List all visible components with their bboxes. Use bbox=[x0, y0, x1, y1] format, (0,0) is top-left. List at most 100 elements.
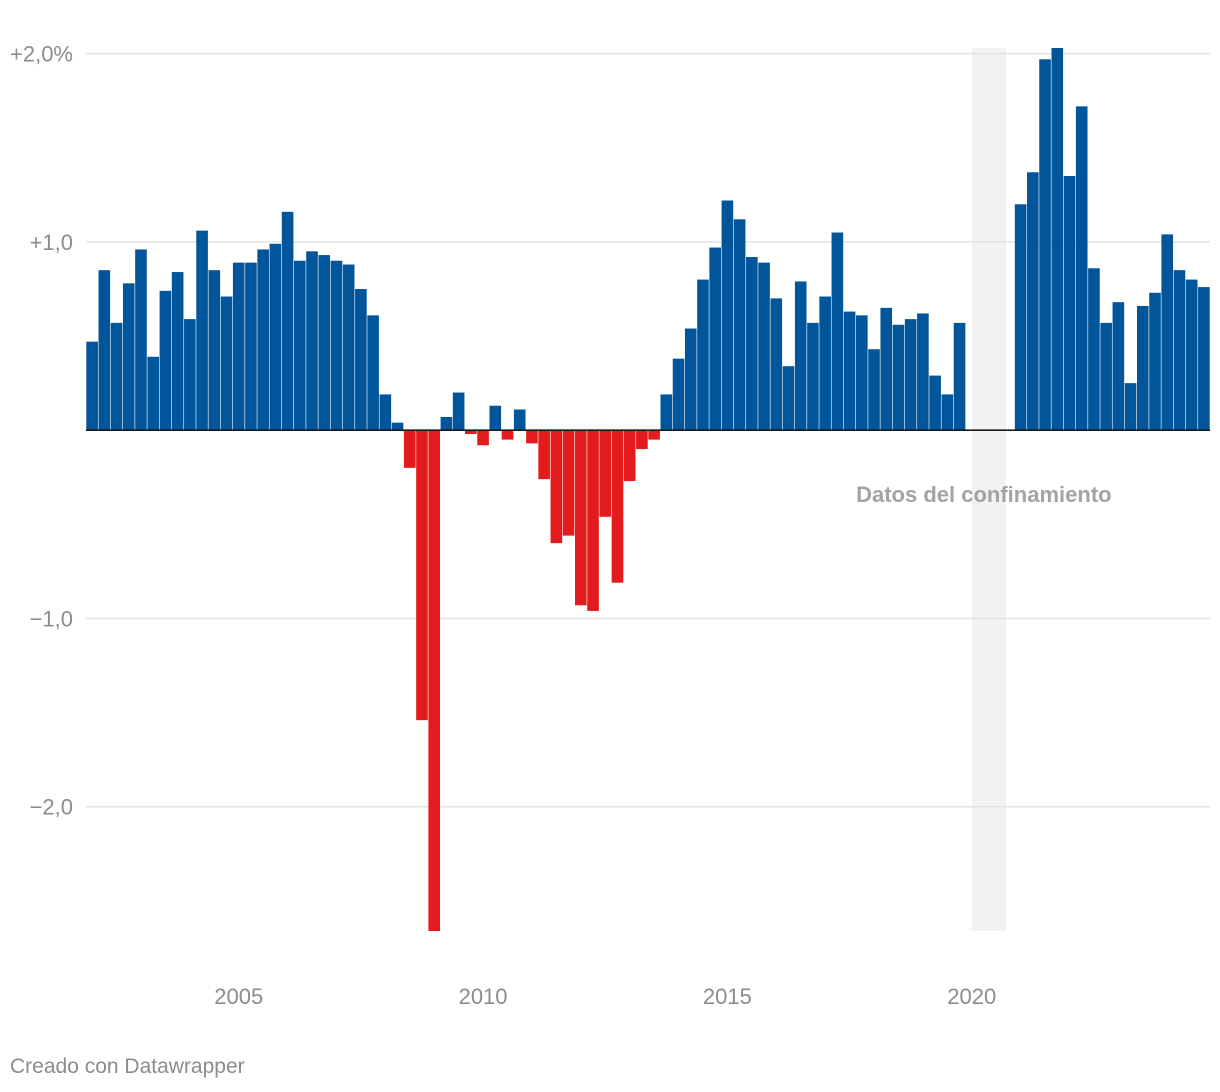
bar bbox=[697, 279, 709, 431]
bar bbox=[416, 430, 428, 721]
bar bbox=[355, 288, 367, 431]
bar bbox=[257, 249, 269, 431]
bar bbox=[86, 341, 98, 431]
x-tick-label: 2005 bbox=[214, 984, 263, 1009]
bar bbox=[1198, 287, 1210, 431]
bar bbox=[122, 283, 135, 431]
bar bbox=[648, 430, 660, 440]
bar bbox=[306, 251, 318, 431]
bar bbox=[135, 249, 147, 431]
bar bbox=[367, 315, 379, 431]
bar bbox=[342, 264, 355, 431]
bar bbox=[794, 281, 807, 431]
bar bbox=[477, 430, 489, 446]
y-tick-label: +2,0% bbox=[10, 42, 73, 67]
bar bbox=[843, 311, 856, 431]
bar bbox=[269, 243, 282, 431]
bar bbox=[611, 430, 624, 583]
bar bbox=[917, 313, 929, 431]
shaded-range-layer bbox=[971, 48, 1006, 931]
bar bbox=[831, 232, 844, 431]
x-tick-label: 2010 bbox=[459, 984, 508, 1009]
bar bbox=[403, 430, 416, 468]
footer-credit: Creado con Datawrapper bbox=[10, 1055, 245, 1078]
x-axis-labels: 2005 2010 2015 2020 bbox=[214, 984, 996, 1009]
bar bbox=[1051, 48, 1064, 431]
bar bbox=[1063, 176, 1076, 431]
bar bbox=[1185, 279, 1198, 431]
bar bbox=[892, 324, 905, 431]
bar bbox=[1075, 106, 1088, 431]
bar bbox=[489, 405, 502, 431]
bar bbox=[904, 319, 917, 431]
bar bbox=[782, 366, 795, 431]
bar bbox=[1112, 302, 1125, 431]
bar bbox=[391, 422, 404, 431]
bar bbox=[184, 319, 196, 431]
bar bbox=[941, 394, 954, 431]
gridlines bbox=[86, 52, 1210, 808]
bar bbox=[513, 409, 526, 431]
y-tick-label: +1,0 bbox=[30, 230, 73, 255]
shaded-range bbox=[971, 48, 1006, 931]
bar bbox=[587, 430, 599, 611]
bar bbox=[428, 430, 441, 931]
bar bbox=[1088, 268, 1100, 431]
bar bbox=[330, 260, 343, 431]
bar bbox=[562, 430, 575, 536]
bar bbox=[746, 256, 758, 431]
bar bbox=[855, 315, 868, 431]
annotation-label: Datos del confinamiento bbox=[856, 482, 1111, 507]
bar bbox=[1173, 270, 1186, 431]
bar bbox=[232, 262, 245, 431]
y-tick-label: −2,0 bbox=[30, 795, 73, 820]
bar bbox=[452, 392, 465, 431]
bars bbox=[86, 48, 1210, 931]
bar bbox=[623, 430, 636, 482]
bar bbox=[465, 430, 477, 434]
bar bbox=[868, 349, 880, 431]
bar bbox=[379, 394, 392, 431]
bar bbox=[526, 430, 538, 444]
bar bbox=[953, 322, 966, 431]
bar bbox=[733, 219, 746, 431]
bar bbox=[599, 430, 612, 517]
bar bbox=[1124, 383, 1137, 431]
y-tick-label: −1,0 bbox=[30, 606, 73, 631]
y-axis-labels: +2,0% +1,0 −1,0 −2,0 bbox=[10, 42, 73, 820]
x-tick-label: 2015 bbox=[703, 984, 752, 1009]
bar bbox=[660, 394, 673, 431]
bar bbox=[1014, 204, 1027, 431]
bar bbox=[538, 430, 550, 480]
bar bbox=[550, 430, 563, 544]
bar bbox=[208, 270, 221, 431]
bar bbox=[98, 270, 111, 431]
x-tick-label: 2020 bbox=[947, 984, 996, 1009]
bar bbox=[1100, 322, 1112, 431]
bar bbox=[636, 430, 648, 450]
bar bbox=[220, 296, 233, 431]
bar bbox=[574, 430, 587, 606]
bar bbox=[672, 358, 685, 431]
bar bbox=[819, 296, 831, 431]
bar bbox=[684, 328, 697, 431]
bar bbox=[245, 262, 257, 431]
bar bbox=[293, 260, 306, 431]
bar bbox=[770, 298, 783, 431]
bar bbox=[147, 356, 160, 431]
bar bbox=[1149, 292, 1161, 431]
bar bbox=[1161, 234, 1174, 431]
bar bbox=[1027, 172, 1039, 431]
bar bbox=[171, 272, 184, 431]
bar bbox=[1136, 305, 1149, 431]
bar bbox=[1039, 59, 1051, 431]
bar bbox=[159, 290, 172, 431]
bar bbox=[721, 200, 734, 431]
bar bbox=[880, 307, 893, 431]
bar bbox=[709, 247, 722, 431]
bar bbox=[281, 211, 294, 431]
bar bbox=[440, 417, 453, 431]
bar bbox=[196, 230, 208, 431]
bar bbox=[318, 255, 331, 431]
